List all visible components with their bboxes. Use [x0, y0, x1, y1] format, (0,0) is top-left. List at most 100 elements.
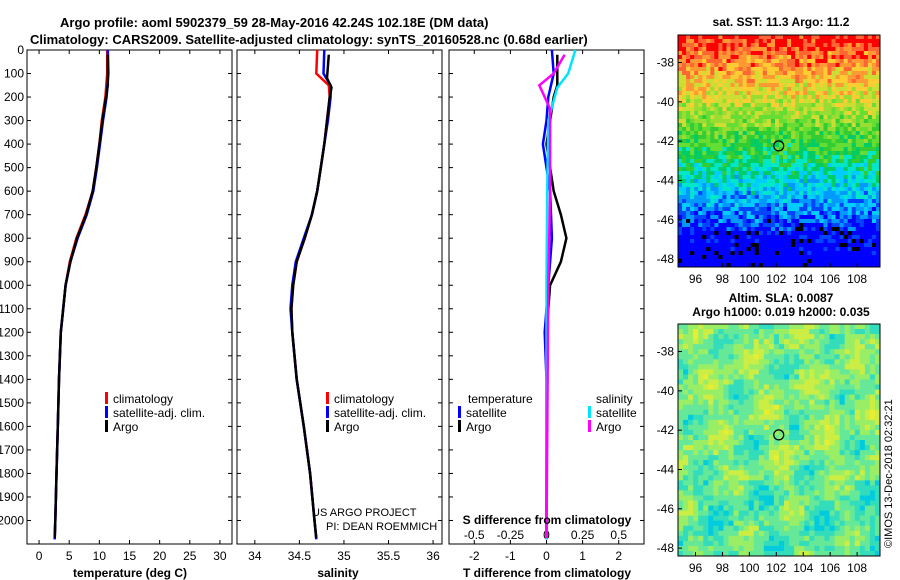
sst-cell: [823, 143, 828, 148]
sst-cell: [863, 123, 869, 128]
sst-cell: [819, 143, 824, 148]
sla-cell: [844, 354, 851, 360]
sst-cell: [815, 59, 820, 64]
sla-cell: [789, 404, 795, 411]
sst-cell: [718, 215, 723, 220]
sla-cell: [758, 394, 765, 401]
sla-cell: [849, 545, 856, 552]
sst-cell: [799, 203, 804, 208]
sla-cell: [864, 535, 871, 542]
sst-cell: [702, 239, 707, 244]
sla-cell: [718, 470, 724, 476]
sst-cell: [811, 195, 816, 200]
sst-cell: [779, 207, 784, 212]
sst-cell: [835, 139, 840, 144]
sst-cell: [787, 123, 792, 128]
sst-cell: [706, 175, 711, 180]
sla-cell: [874, 389, 881, 396]
sla-cell: [849, 495, 856, 501]
sst-cell: [787, 175, 792, 180]
sla-cell: [809, 515, 815, 522]
sla-cell: [834, 495, 840, 501]
sst-cell: [722, 139, 727, 144]
sst-cell: [762, 159, 768, 164]
sst-cell: [847, 255, 853, 260]
sla-cell: [784, 374, 790, 380]
sla-cell: [738, 384, 745, 390]
sst-cell: [702, 59, 707, 64]
sst-cell: [871, 219, 877, 224]
sst-cell: [738, 75, 744, 80]
sla-cell: [678, 434, 684, 441]
sla-cell: [678, 550, 684, 557]
sst-cell: [714, 179, 719, 184]
sst-cell: [799, 179, 804, 184]
sst-cell: [871, 259, 877, 264]
sst-cell: [682, 39, 687, 44]
sla-cell: [829, 344, 835, 350]
legend-swatch-climatology: [105, 392, 108, 404]
sst-cell: [762, 251, 768, 256]
sst-cell: [730, 207, 735, 212]
sst-cell: [750, 71, 756, 76]
sst-cell: [867, 35, 873, 40]
sla-cell: [753, 540, 760, 547]
sla-cell: [713, 374, 719, 380]
sst-cell: [682, 67, 687, 72]
sst-cell: [706, 135, 711, 140]
sst-cell: [799, 67, 804, 72]
sst-cell: [726, 55, 731, 60]
sst-cell: [718, 99, 723, 104]
sst-cell: [823, 179, 828, 184]
sst-cell: [831, 71, 836, 76]
sla-cell: [748, 515, 755, 522]
sla-cell: [748, 455, 755, 461]
sla-cell: [839, 354, 846, 360]
sst-cell: [835, 155, 840, 160]
sst-cell: [730, 39, 735, 44]
sst-cell: [847, 235, 853, 240]
sla-cell: [748, 500, 755, 506]
sst-cell: [682, 203, 687, 208]
sst-cell: [722, 91, 727, 96]
sla-cell: [728, 445, 734, 451]
sst-cell: [847, 111, 853, 116]
sst-cell: [827, 55, 832, 60]
sst-cell: [827, 219, 832, 224]
sst-cell: [706, 211, 711, 216]
sla-cell: [869, 530, 876, 537]
sst-cell: [742, 211, 748, 216]
sst-cell: [770, 255, 776, 260]
sst-cell: [722, 203, 727, 208]
sla-cell: [779, 505, 785, 512]
sst-cell: [774, 251, 780, 256]
sst-cell: [706, 195, 711, 200]
sla-cell: [758, 515, 765, 522]
sst-cell: [851, 83, 857, 88]
sst-cell: [863, 87, 869, 92]
sla-cell: [809, 455, 815, 461]
sst-cell: [754, 223, 760, 228]
sla-cell: [799, 334, 805, 340]
sst-cell: [847, 151, 853, 156]
sla-cell: [728, 364, 734, 370]
sst-cell: [746, 247, 752, 252]
sst-cell: [811, 147, 816, 152]
sst-cell: [750, 227, 756, 232]
sst-cell: [762, 75, 768, 80]
sst-cell: [791, 123, 796, 128]
sla-cell: [768, 374, 775, 380]
sst-cell: [795, 39, 800, 44]
sla-cell: [693, 379, 699, 385]
sst-cell: [746, 163, 752, 168]
sst-cell: [762, 123, 768, 128]
sla-cell: [768, 359, 775, 365]
sst-cell: [863, 163, 869, 168]
sst-cell: [730, 119, 735, 124]
sla-cell: [688, 414, 694, 421]
sst-cell: [762, 167, 768, 172]
sst-cell: [815, 255, 820, 260]
sst-cell: [742, 227, 748, 232]
sst-cell: [851, 39, 857, 44]
sst-cell: [770, 43, 776, 48]
